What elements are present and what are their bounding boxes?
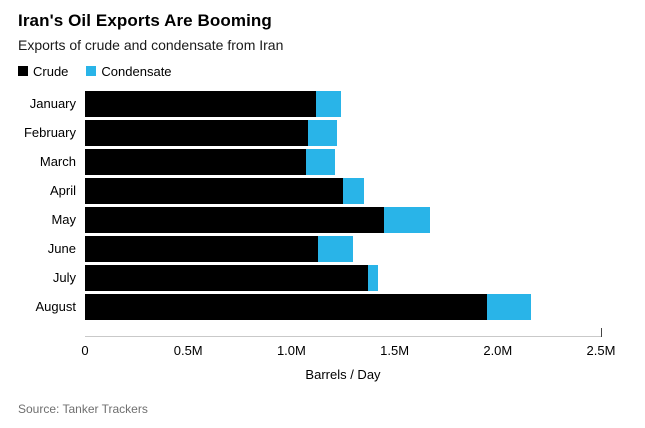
bar-segment-condensate <box>367 264 379 291</box>
chart-subtitle: Exports of crude and condensate from Ira… <box>18 37 284 53</box>
x-tick-label: 2.0M <box>483 343 513 358</box>
bar-track <box>85 235 601 262</box>
category-label: January <box>29 96 76 111</box>
bar-row: June <box>18 234 627 263</box>
x-tick-label: 0.5M <box>173 343 203 358</box>
bar-segment-condensate <box>316 90 341 117</box>
source-note: Source: Tanker Trackers <box>18 402 148 416</box>
legend-label: Crude <box>33 63 69 79</box>
category-label: July <box>52 270 76 285</box>
x-axis-end-tick <box>601 328 602 337</box>
category-label: April <box>49 183 76 198</box>
bar-track <box>85 177 601 204</box>
bar-segment-crude <box>85 206 385 233</box>
bar-segment-crude <box>85 293 488 320</box>
x-tick-label: 2.5M <box>586 343 616 358</box>
legend-label: Condensate <box>101 63 172 79</box>
x-tick-label: 0 <box>81 343 89 358</box>
category-label: March <box>39 154 76 169</box>
x-tick-label: 1.0M <box>276 343 306 358</box>
chart-title: Iran's Oil Exports Are Booming <box>18 11 272 30</box>
x-axis-label: Barrels / Day <box>305 367 381 382</box>
legend-swatch-icon <box>18 66 28 76</box>
bar-segment-crude <box>85 177 343 204</box>
x-axis: 0 0.5M 1.0M 1.5M 2.0M 2.5M <box>81 328 615 361</box>
bar-segment-crude <box>85 264 368 291</box>
bar-row: January <box>18 89 627 118</box>
bar-row: April <box>18 176 627 205</box>
legend-swatch-icon <box>86 66 97 76</box>
bar-segment-crude <box>85 148 306 175</box>
x-tick-label: 1.5M <box>380 343 410 358</box>
bar-segment-crude <box>85 235 319 262</box>
bar-segment-condensate <box>307 119 337 146</box>
bar-track <box>85 293 601 320</box>
bar-track <box>85 119 601 146</box>
bar-segment-condensate <box>343 177 364 204</box>
legend: Crude Condensate <box>18 63 627 79</box>
category-label: February <box>23 125 76 140</box>
bar-track <box>85 206 601 233</box>
bar-track <box>85 90 601 117</box>
plot-area: January February March April May June July Augu… <box>18 89 627 321</box>
bar-segment-condensate <box>384 206 430 233</box>
legend-item-condensate: Condensate <box>86 63 172 79</box>
category-label: August <box>35 299 76 314</box>
bar-segment-crude <box>85 90 317 117</box>
bar-segment-condensate <box>487 293 531 320</box>
bar-row: March <box>18 147 627 176</box>
bar-segment-condensate <box>305 148 335 175</box>
bar-row: May <box>18 205 627 234</box>
bar-row: August <box>18 292 627 321</box>
bar-track <box>85 264 601 291</box>
category-label: May <box>51 212 76 227</box>
legend-item-crude: Crude <box>18 64 68 79</box>
bar-segment-condensate <box>318 235 354 262</box>
bar-row: February <box>18 118 627 147</box>
category-label: June <box>47 241 76 256</box>
bar-track <box>85 148 601 175</box>
bar-segment-crude <box>85 119 308 146</box>
bar-row: July <box>18 263 627 292</box>
